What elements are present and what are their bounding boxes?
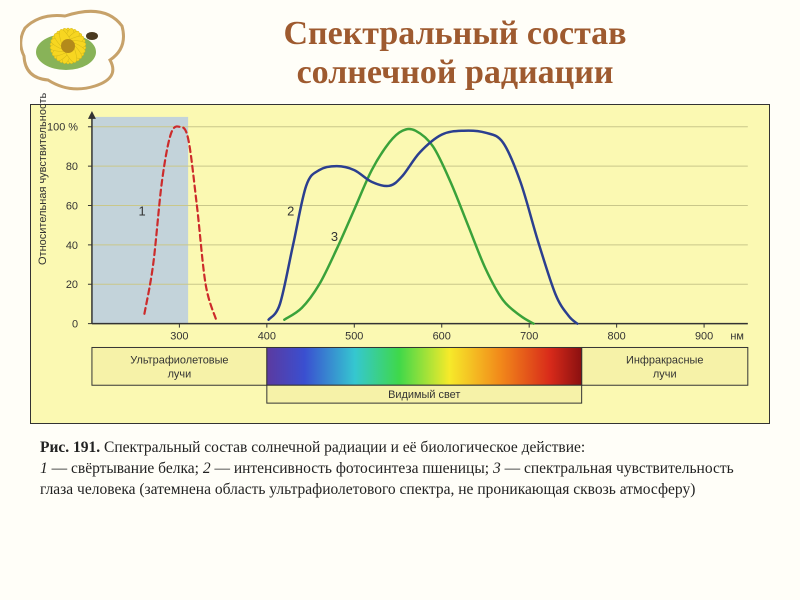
svg-text:лучи: лучи: [653, 368, 677, 380]
svg-text:Ультрафиолетовые: Ультрафиолетовые: [130, 355, 228, 367]
svg-text:Видимый свет: Видимый свет: [388, 389, 460, 401]
svg-text:Инфракрасные: Инфракрасные: [626, 355, 703, 367]
svg-text:80: 80: [66, 161, 78, 173]
caption-i2-num: 2: [203, 460, 211, 477]
flower-icon: [20, 8, 130, 93]
svg-text:400: 400: [258, 331, 276, 343]
svg-text:700: 700: [520, 331, 538, 343]
title-line-1: Спектральный состав: [283, 15, 626, 52]
svg-text:2: 2: [287, 204, 294, 219]
svg-text:3: 3: [331, 229, 338, 244]
caption-fignum: Рис. 191.: [40, 439, 100, 456]
caption-i2: — интенсивность фотосинтеза пшеницы;: [211, 460, 493, 477]
caption: Рис. 191. Спектральный состав солнечной …: [40, 438, 760, 501]
svg-text:300: 300: [170, 331, 188, 343]
svg-text:600: 600: [433, 331, 451, 343]
svg-text:40: 40: [66, 240, 78, 252]
svg-text:20: 20: [66, 279, 78, 291]
svg-text:60: 60: [66, 201, 78, 213]
svg-text:нм: нм: [730, 331, 744, 343]
title-line-2: солнечной радиации: [297, 54, 614, 91]
flower-badge: [20, 8, 130, 93]
caption-i3-num: 3: [493, 460, 501, 477]
svg-text:900: 900: [695, 331, 713, 343]
svg-text:1: 1: [138, 204, 145, 219]
caption-i1-num: 1: [40, 460, 48, 477]
chart-svg: 0 20 40 60 80 100 % 300 400 500 600 700 800 900 нм 1 2 3…: [31, 105, 769, 423]
svg-text:0: 0: [72, 319, 78, 331]
svg-text:800: 800: [608, 331, 626, 343]
caption-i1: — свёртывание белка;: [48, 460, 203, 477]
chart-panel: Относительная чувствительность 020406080…: [30, 104, 770, 424]
svg-text:500: 500: [345, 331, 363, 343]
svg-text:100 %: 100 %: [47, 122, 78, 134]
svg-text:лучи: лучи: [168, 368, 192, 380]
caption-lead: Спектральный состав солнечной радиации и…: [104, 439, 585, 456]
